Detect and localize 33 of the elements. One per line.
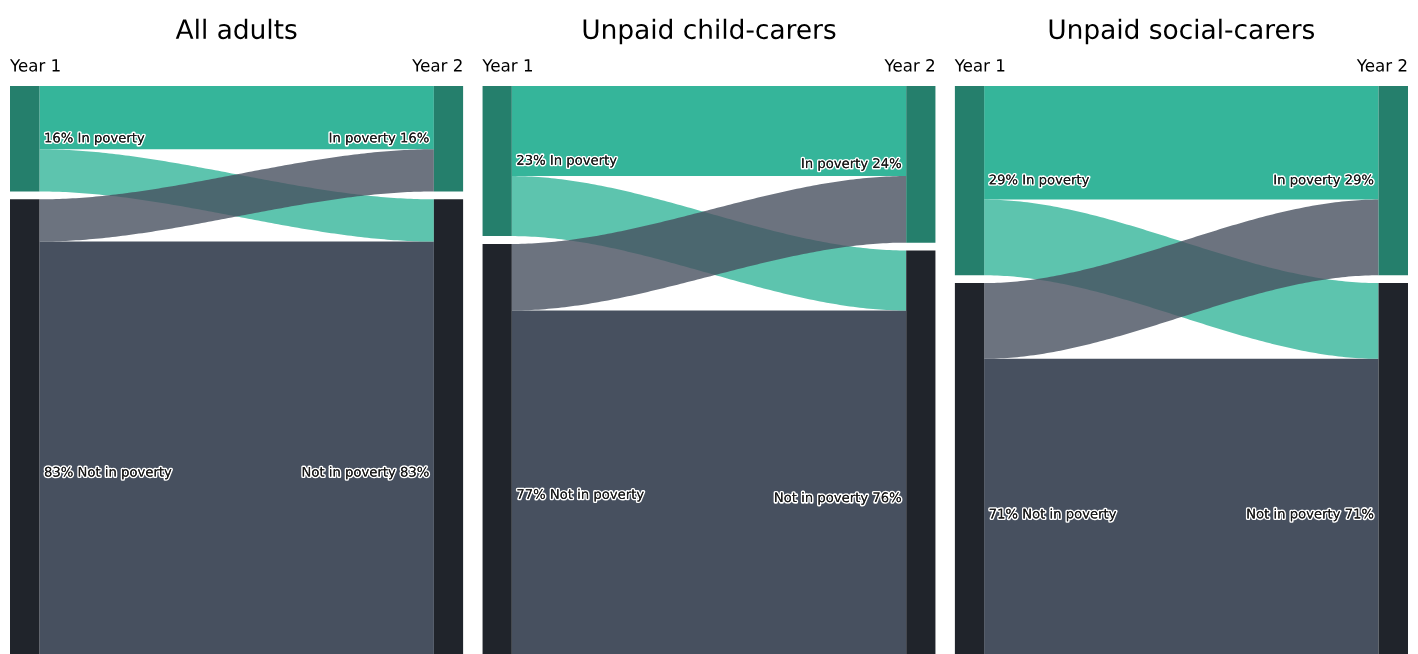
data-label: 16% (401, 132, 429, 143)
data-label: 83% (44, 466, 73, 477)
category-label: Year 2 (884, 59, 934, 72)
data-label: 71% (1345, 508, 1374, 519)
series-label: Not in poverty (302, 466, 396, 480)
data-label: 29% (989, 174, 1018, 185)
text: In poverty (329, 132, 396, 146)
data-label: 23% (517, 154, 545, 165)
series-label: Not in poverty (775, 492, 868, 505)
series-label: In poverty (78, 132, 145, 146)
text: Not in poverty (78, 466, 172, 480)
category-label: Year 2 (1356, 59, 1407, 72)
text: In poverty (1274, 174, 1341, 188)
text: Unpaid social-carers (1049, 18, 1315, 45)
series-label: Not in poverty (1247, 508, 1341, 522)
data-label: 77% (517, 489, 545, 500)
series-label: In poverty (1023, 174, 1090, 188)
category-label: Year 1 (9, 59, 60, 72)
data-label: 71% (989, 508, 1018, 519)
category-label: Year 2 (412, 59, 462, 72)
text: Not in poverty (551, 488, 644, 502)
data-label: 83% (400, 466, 429, 477)
series-label: In poverty (802, 158, 868, 171)
text: All adults (175, 18, 297, 40)
text: Not in poverty (1023, 508, 1117, 522)
category-label: Year 1 (954, 59, 1005, 72)
data-label: 76% (873, 492, 901, 503)
category-label: Year 1 (482, 59, 532, 72)
data-label: 16% (45, 132, 73, 143)
data-label: 24% (873, 158, 901, 169)
data-label: 29% (1345, 174, 1374, 185)
text: Unpaid child-carers (583, 18, 836, 45)
text: In poverty (551, 155, 617, 168)
